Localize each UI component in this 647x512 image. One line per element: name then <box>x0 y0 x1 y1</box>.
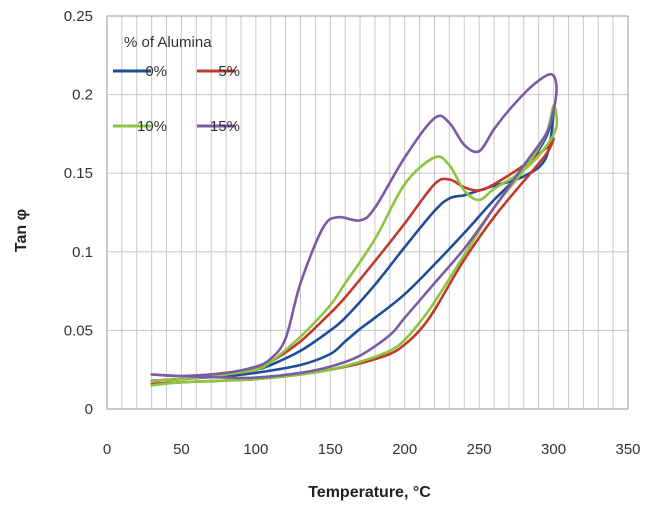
y-axis-title: Tan φ <box>13 209 30 252</box>
series-line-0-percent <box>150 108 555 382</box>
series-line-10-percent <box>150 104 559 387</box>
y-axis-ticks: 0 0.05 0.1 0.15 0.2 0.25 <box>64 8 93 418</box>
x-axis-title: Temperature, °C <box>308 484 431 501</box>
legend-label-0-percent: 0% <box>145 63 167 80</box>
legend: % of Alumina 0% 5% 10% 15% <box>113 34 240 135</box>
legend-label-10-percent: 10% <box>137 118 167 135</box>
x-tick-label: 0 <box>103 441 111 458</box>
x-tick-label: 100 <box>243 441 268 458</box>
y-tick-label: 0.05 <box>64 322 93 339</box>
y-tick-label: 0.25 <box>64 8 93 25</box>
x-tick-label: 50 <box>173 441 190 458</box>
series-line-15-percent <box>150 72 558 380</box>
x-tick-label: 300 <box>541 441 566 458</box>
grid <box>107 16 628 409</box>
x-tick-label: 250 <box>467 441 492 458</box>
legend-title: % of Alumina <box>124 34 212 51</box>
x-tick-label: 350 <box>615 441 640 458</box>
y-tick-label: 0.2 <box>72 87 93 104</box>
x-axis-ticks: 0 50 100 150 200 250 300 350 <box>103 441 641 458</box>
y-tick-label: 0.1 <box>72 244 93 261</box>
y-tick-label: 0 <box>85 401 93 418</box>
legend-label-15-percent: 15% <box>210 118 240 135</box>
series-layer <box>150 72 559 387</box>
legend-label-5-percent: 5% <box>218 63 240 80</box>
x-tick-label: 150 <box>318 441 343 458</box>
plot-area <box>106 15 629 410</box>
x-tick-label: 200 <box>392 441 417 458</box>
y-tick-label: 0.15 <box>64 165 93 182</box>
